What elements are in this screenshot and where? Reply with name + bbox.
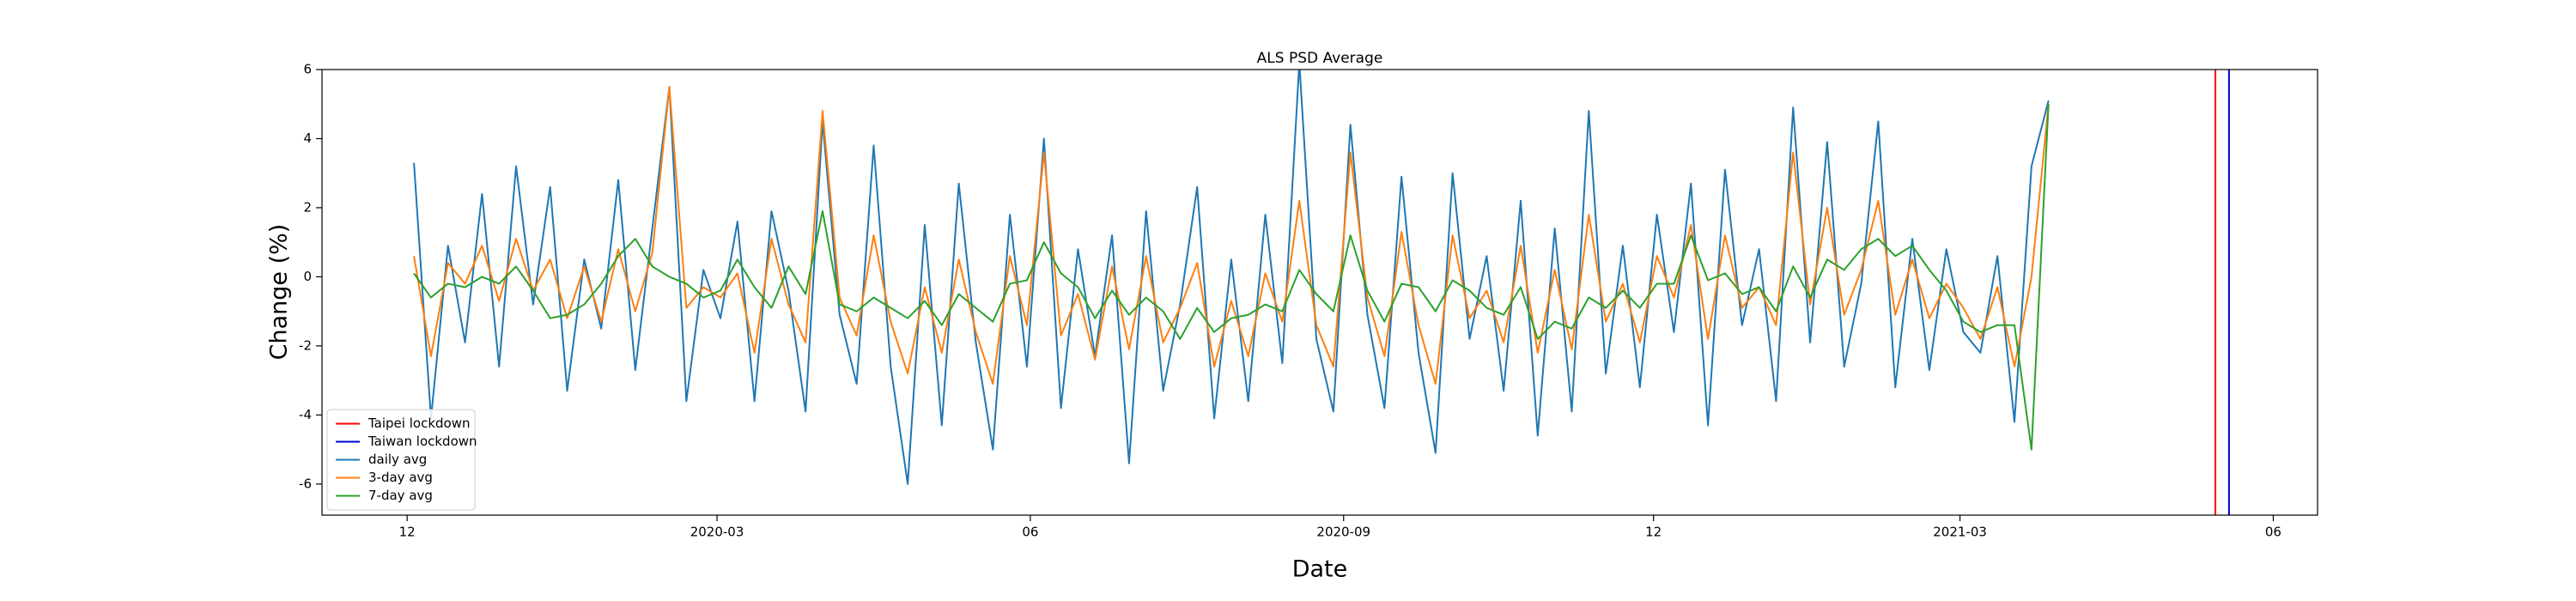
- series-line: [413, 70, 2050, 485]
- x-tick-label: 12: [1645, 525, 1662, 540]
- x-tick-label: 2020-03: [690, 525, 744, 540]
- y-axis-label: Change (%): [266, 224, 293, 361]
- plot-area: [413, 70, 2230, 515]
- legend-label: Taipei lockdown: [368, 416, 470, 431]
- legend-label: daily avg: [368, 452, 427, 467]
- x-tick-label: 2021-03: [1933, 525, 1987, 540]
- x-tick-label: 2020-09: [1316, 525, 1370, 540]
- axes-frame: [321, 69, 2318, 516]
- x-axis-label: Date: [1292, 556, 1348, 583]
- y-tick-label: -2: [299, 337, 312, 353]
- series-line: [413, 86, 2050, 385]
- y-tick-label: 2: [303, 199, 312, 215]
- x-tick-label: 06: [2265, 525, 2281, 540]
- legend-label: 3-day avg: [368, 470, 433, 485]
- y-tick-label: -4: [299, 407, 312, 422]
- y-tick-label: 4: [303, 131, 312, 146]
- y-tick-label: -6: [299, 476, 312, 491]
- x-tick-label: 12: [399, 525, 416, 540]
- x-tick-label: 06: [1022, 525, 1038, 540]
- y-tick-label: 6: [303, 62, 312, 77]
- legend-box: [326, 409, 476, 511]
- series-line: [413, 104, 2050, 451]
- y-tick-label: 0: [303, 269, 312, 284]
- chart-title: ALS PSD Average: [1257, 50, 1383, 67]
- legend-label: 7-day avg: [368, 488, 433, 503]
- legend-label: Taiwan lockdown: [368, 434, 477, 449]
